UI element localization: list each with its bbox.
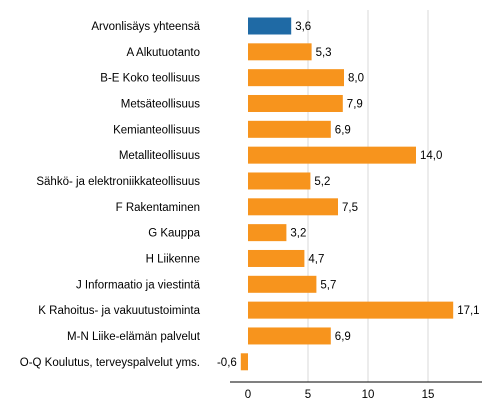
data-label: 3,2	[290, 228, 306, 240]
category-label: Kemianteollisuus	[113, 124, 200, 136]
data-label: 17,1	[457, 305, 479, 317]
bar	[248, 275, 317, 293]
category-label: Metalliteollisuus	[119, 150, 200, 162]
bar	[248, 327, 331, 345]
bar	[248, 249, 305, 267]
grid	[307, 10, 429, 382]
bar	[248, 146, 416, 164]
data-label: 14,0	[420, 150, 442, 162]
x-axis: 0 5 10 15	[230, 381, 482, 401]
x-tick-label: 15	[422, 389, 435, 401]
bar	[248, 94, 343, 112]
data-label: -0,6	[217, 357, 237, 369]
category-label: O-Q Koulutus, terveyspalvelut yms.	[20, 357, 200, 369]
x-tick-label: 0	[245, 389, 251, 401]
category-label: H Liikenne	[146, 253, 200, 265]
category-label: M-N Liike-elämän palvelut	[67, 331, 201, 343]
category-label: F Rakentaminen	[116, 202, 200, 214]
bar	[248, 301, 454, 319]
category-label: K Rahoitus- ja vakuutustoiminta	[38, 305, 200, 317]
data-label: 7,5	[342, 202, 358, 214]
bar	[248, 43, 312, 61]
data-label: 4,7	[308, 253, 324, 265]
bar	[240, 353, 248, 371]
bar	[248, 17, 292, 35]
x-tick-label: 5	[305, 389, 311, 401]
x-tick-label: 10	[362, 389, 375, 401]
bar	[248, 224, 287, 242]
category-labels: Arvonlisäys yhteensä A Alkutuotanto B-E Ko…	[20, 21, 201, 369]
data-label: 6,9	[335, 124, 351, 136]
bar	[248, 198, 338, 216]
category-label: A Alkutuotanto	[126, 47, 200, 59]
data-label: 5,2	[314, 176, 330, 188]
category-label: Arvonlisäys yhteensä	[91, 21, 200, 33]
data-label: 5,7	[320, 279, 336, 291]
category-label: J Informaatio ja viestintä	[76, 279, 201, 291]
data-label: 3,6	[295, 21, 311, 33]
data-label: 6,9	[335, 331, 351, 343]
bar	[248, 172, 311, 190]
data-label: 7,9	[347, 98, 363, 110]
bar	[248, 120, 331, 138]
category-label: G Kauppa	[148, 228, 200, 240]
data-label: 5,3	[316, 47, 332, 59]
category-label: B-E Koko teollisuus	[100, 73, 200, 85]
bar	[248, 69, 344, 87]
value-labels: 3,6 5,3 8,0 7,9 6,9 14,0 5,2 7,5 3,2 4,7 5,7 17,1 6,…	[217, 21, 480, 369]
bars	[240, 17, 454, 371]
category-label: Metsäteollisuus	[121, 98, 201, 110]
category-label: Sähkö- ja elektroniikkateollisuus	[36, 176, 200, 188]
data-label: 8,0	[348, 73, 364, 85]
